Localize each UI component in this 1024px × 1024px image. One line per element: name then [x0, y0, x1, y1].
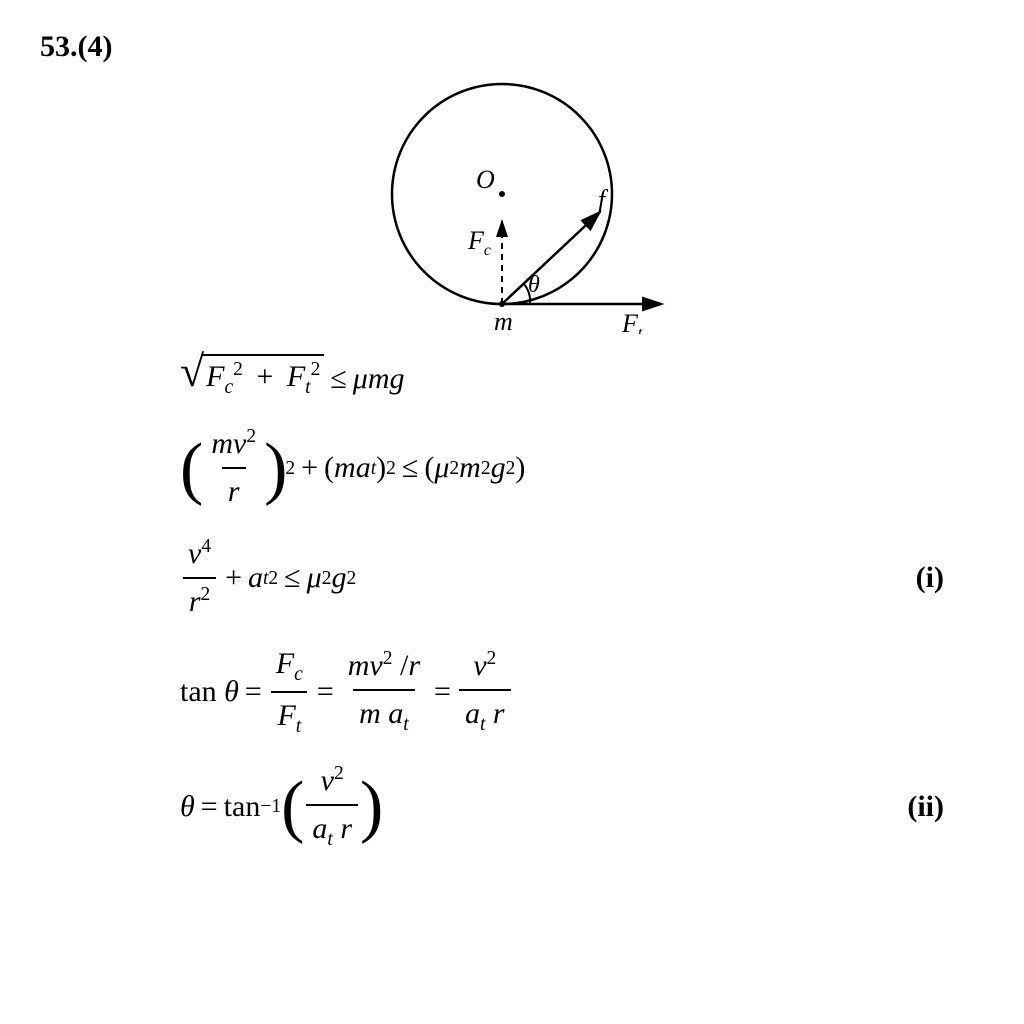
equation-5: θ = tan−1 ( v2 at r ) (ii)	[180, 760, 984, 853]
svg-text:θ: θ	[528, 272, 540, 298]
problem-number: 53.(4)	[40, 30, 984, 64]
equation-1: √ Fc2 + Ft2 ≤ μmg	[180, 354, 984, 403]
equation-2: ( mv2 r )2 + (mat)2 ≤ (μ2m2g2)	[180, 423, 984, 513]
svg-text:Ft: Ft	[621, 309, 643, 334]
svg-text:Fc: Fc	[467, 226, 491, 259]
svg-text:f: f	[598, 185, 609, 214]
equation-tag-ii: (ii)	[907, 786, 944, 828]
equation-3: v4 r2 + at2 ≤ μ2g2 (i)	[180, 533, 984, 623]
physics-diagram-svg: O Fc Ft f θm	[332, 74, 692, 334]
equations-block: √ Fc2 + Ft2 ≤ μmg ( mv2 r )2 + (mat)2 ≤ …	[180, 354, 984, 853]
svg-text:m: m	[494, 307, 513, 334]
svg-text:O: O	[476, 165, 495, 194]
diagram: O Fc Ft f θm	[40, 74, 984, 334]
equation-tag-i: (i)	[916, 557, 944, 599]
equation-4: tan θ = Fc Ft = mv2 /r m at = v2 at r	[180, 643, 984, 740]
